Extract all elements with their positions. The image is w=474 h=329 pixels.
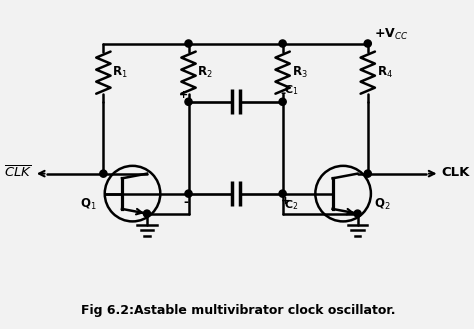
Text: +V$_{CC}$: +V$_{CC}$ — [374, 27, 409, 42]
Text: R$_3$: R$_3$ — [292, 65, 307, 80]
Text: -: - — [281, 87, 286, 100]
Circle shape — [279, 40, 286, 47]
Text: R$_2$: R$_2$ — [198, 65, 213, 80]
Text: R$_1$: R$_1$ — [112, 65, 128, 80]
Text: -: - — [183, 196, 189, 209]
Text: C$_1$: C$_1$ — [284, 84, 299, 97]
Text: +: + — [281, 196, 290, 206]
Text: Q$_2$: Q$_2$ — [374, 197, 391, 213]
Circle shape — [279, 98, 286, 105]
Text: C$_2$: C$_2$ — [284, 198, 298, 212]
Circle shape — [185, 98, 192, 105]
Circle shape — [185, 40, 192, 47]
Text: $\overline{CLK}$: $\overline{CLK}$ — [3, 165, 32, 180]
Circle shape — [364, 40, 371, 47]
Text: CLK: CLK — [442, 166, 470, 179]
Circle shape — [279, 190, 286, 197]
Text: R$_4$: R$_4$ — [377, 65, 392, 80]
Circle shape — [364, 170, 371, 177]
Text: +: + — [179, 89, 189, 100]
Circle shape — [185, 190, 192, 197]
Circle shape — [100, 170, 107, 177]
Text: Q$_1$: Q$_1$ — [80, 197, 97, 213]
Circle shape — [354, 210, 361, 217]
Circle shape — [143, 210, 151, 217]
Text: Fig 6.2:Astable multivibrator clock oscillator.: Fig 6.2:Astable multivibrator clock osci… — [81, 304, 395, 316]
